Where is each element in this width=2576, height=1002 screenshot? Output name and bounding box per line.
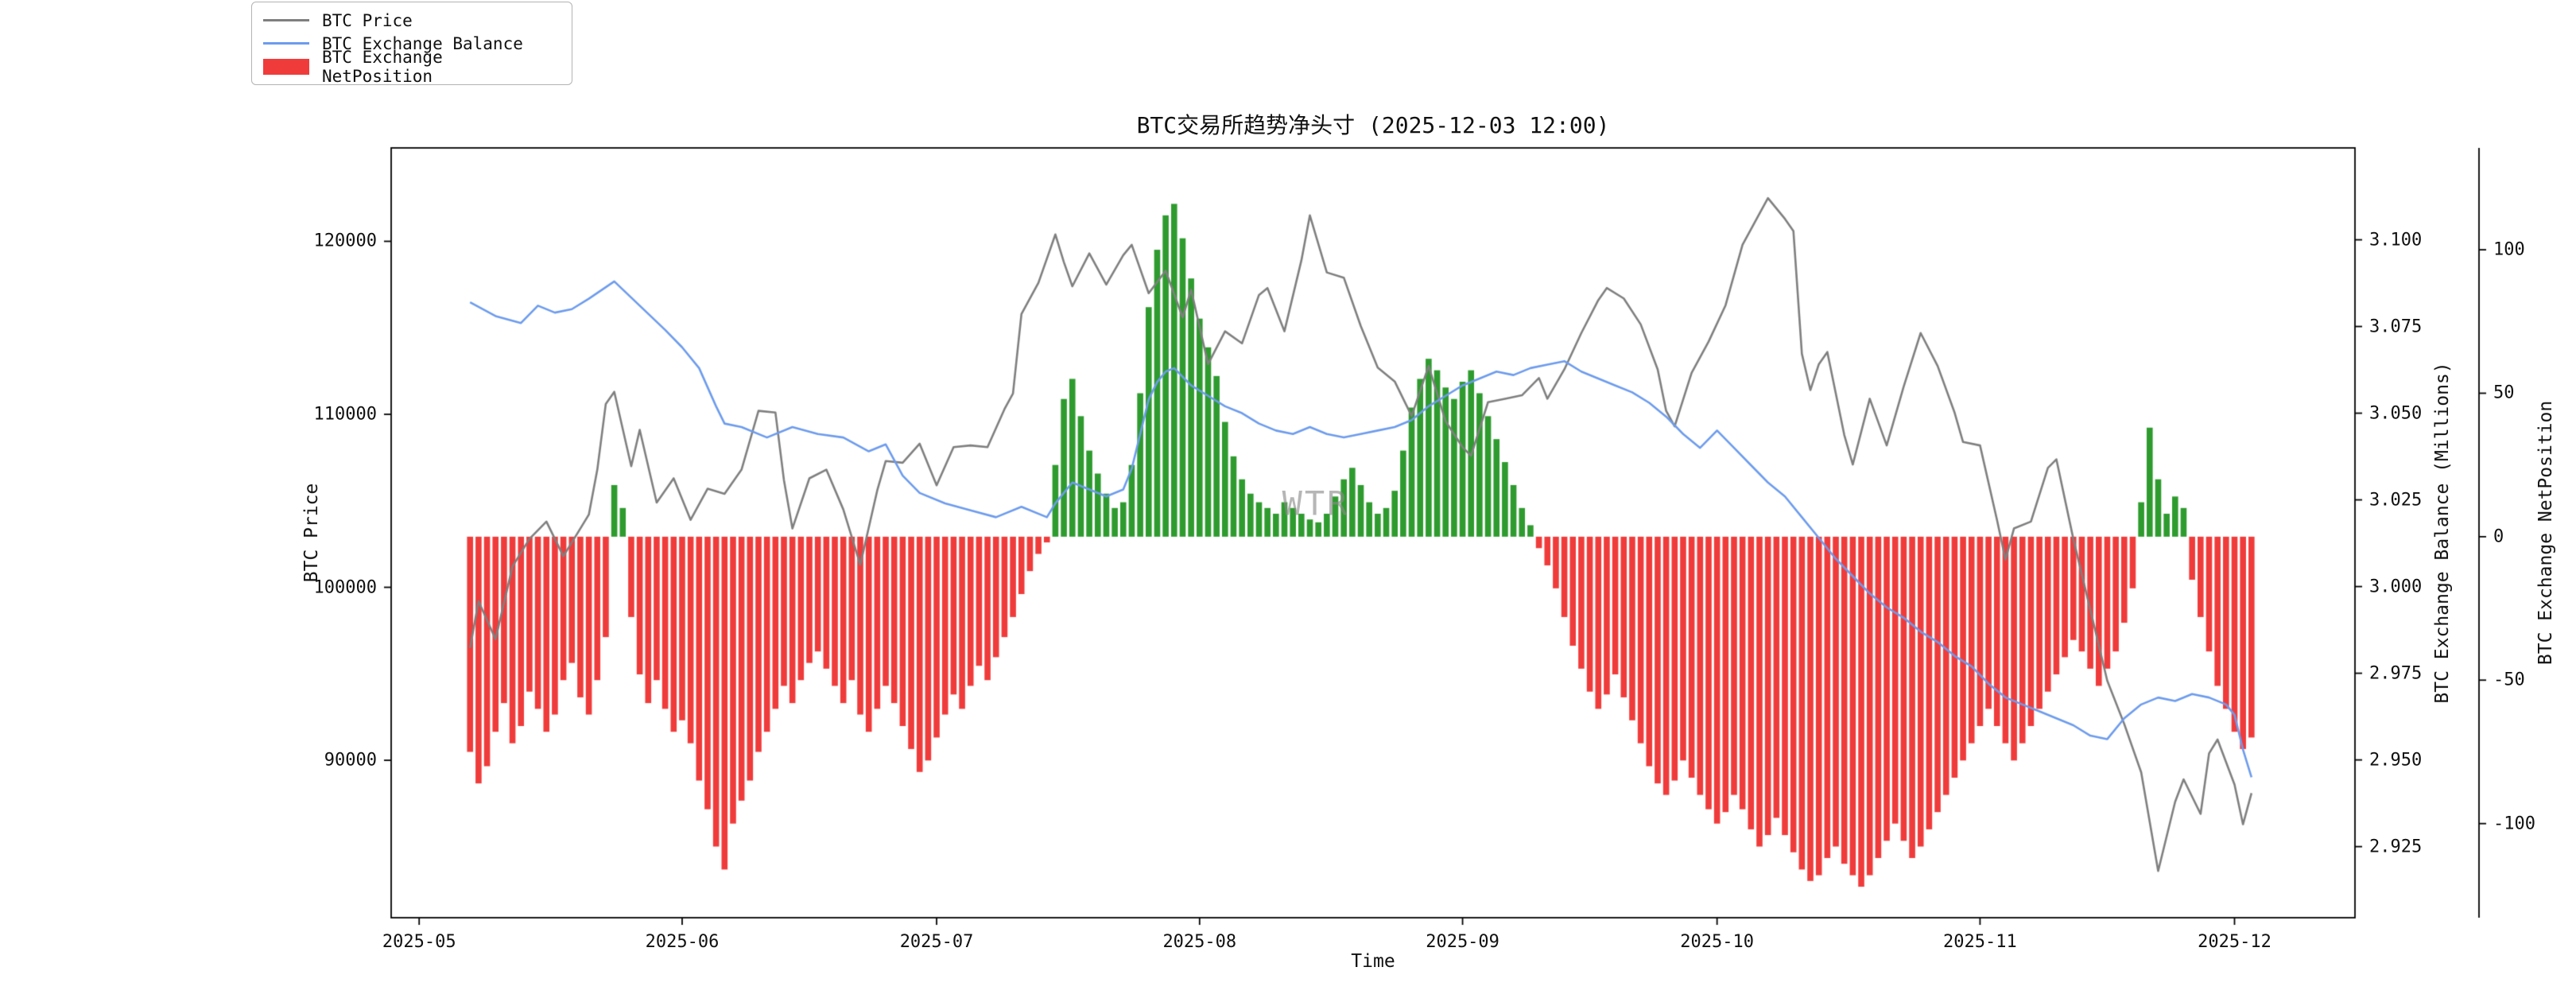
netposition-patch-swatch-wrap [263,58,309,75]
legend: BTC Price BTC Exchange Balance BTC Excha… [251,2,572,86]
legend-item-balance: BTC Exchange Balance [252,32,572,55]
netposition-patch-swatch [263,58,309,75]
y-axis-label-netposition: BTC Exchange NetPosition [2535,400,2556,666]
legend-item-price: BTC Price [252,9,572,32]
legend-label-balance: BTC Exchange Balance [322,33,523,53]
balance-line-swatch-wrap [263,42,309,45]
page-title: BTC交易所趋势净头寸 (2025-12-03 12:00) [1136,112,1610,138]
y-axis-label-balance: BTC Exchange Balance (Millions) [2432,362,2453,704]
legend-label-netposition: BTC Exchange NetPosition [322,47,443,86]
price-line-swatch [263,19,309,21]
price-line-swatch-wrap [263,19,309,21]
legend-label-price: BTC Price [322,10,413,30]
x-axis-label-time: Time [1351,951,1395,972]
legend-item-netposition: BTC Exchange NetPosition [252,48,572,86]
y-axis-label-price: BTC Price [301,483,322,583]
watermark: WTR [1282,484,1350,523]
balance-line-swatch [263,42,309,45]
